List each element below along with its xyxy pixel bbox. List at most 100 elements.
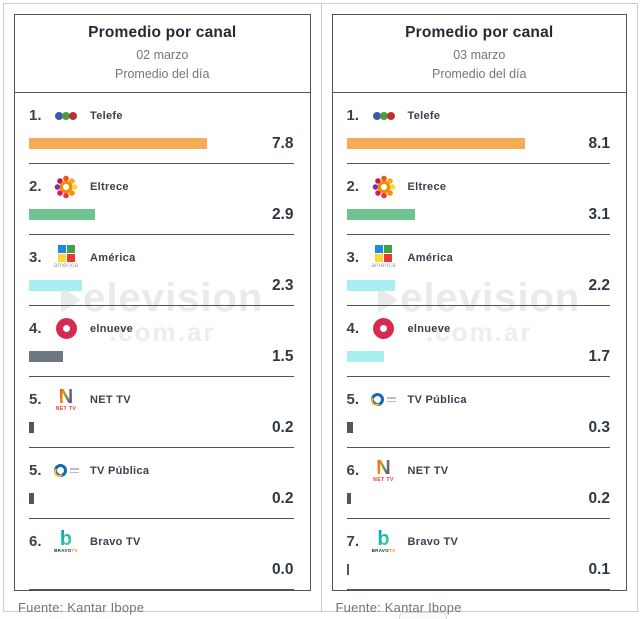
america-logo: américa <box>369 245 399 270</box>
eltrece-sun-icon <box>54 175 78 198</box>
channel-row: 1. Telefe 8.1 <box>346 93 610 164</box>
panel-subtitle: Promedio del día <box>431 66 527 81</box>
rating-value: 0.0 <box>271 560 294 578</box>
bar-line: 2.3 <box>29 277 294 294</box>
row-head: 2. Eltrece <box>29 174 294 200</box>
bar-line: 7.8 <box>29 135 294 152</box>
row-head: 5. TV Pública <box>347 387 611 413</box>
rank-label: 5. <box>29 391 42 408</box>
rating-bar <box>29 138 207 149</box>
rank-label: 2. <box>346 178 360 195</box>
row-head: 4. elnueve <box>29 316 294 342</box>
rating-bar <box>29 280 82 291</box>
nettv-logo: N NET TV <box>369 458 399 483</box>
bar-line: 0.0 <box>29 560 294 578</box>
rating-value: 0.2 <box>271 489 294 507</box>
rating-bar <box>346 209 415 220</box>
rating-value: 1.5 <box>271 347 294 365</box>
rating-bar <box>346 138 525 149</box>
bravotv-logo: b BRAVOTV <box>369 529 399 554</box>
bar-line: 0.2 <box>29 489 294 507</box>
ranking-rows: 1. Telefe 7.8 2. Eltrece 2.9 3. américa … <box>15 93 310 590</box>
channel-row: 5. N NET TV NET TV 0.2 <box>29 377 294 448</box>
america-squares-icon <box>57 245 75 263</box>
bar-line: 0.3 <box>346 419 610 436</box>
row-head: 7. b BRAVOTV Bravo TV <box>347 529 611 555</box>
channel-name: Telefe <box>407 109 441 122</box>
rating-value: 2.2 <box>588 276 610 294</box>
rating-bar <box>29 422 34 433</box>
elnueve-ring-icon <box>373 318 394 339</box>
rank-label: 4. <box>346 320 360 337</box>
row-head: 5. TV Pública <box>29 458 294 484</box>
row-head: 1. Telefe <box>29 103 294 129</box>
bravotv-wordmark: BRAVOTV <box>54 548 78 554</box>
panel-03-marzo: elevision .com.ar Promedio por canal 03 … <box>320 4 638 615</box>
panel-02-marzo: elevision .com.ar Promedio por canal 02 … <box>4 4 321 615</box>
rating-bar <box>346 422 354 433</box>
row-head: 6. b BRAVOTV Bravo TV <box>29 529 294 555</box>
bar-line: 0.2 <box>346 490 610 507</box>
box-header: Promedio por canal 03 marzo Promedio del… <box>332 15 626 93</box>
rank-label: 1. <box>29 107 42 124</box>
rating-bar <box>346 280 395 291</box>
elnueve-ring-icon <box>55 318 77 339</box>
bar-line: 3.1 <box>346 206 610 223</box>
panel-title: Promedio por canal <box>88 24 237 41</box>
rating-bar <box>29 493 34 504</box>
channel-name: elnueve <box>407 322 451 335</box>
eltrece-logo <box>369 175 399 199</box>
channel-name: América <box>407 251 454 264</box>
telefe-dots-icon <box>55 111 77 120</box>
elnueve-logo <box>369 318 399 339</box>
bar-line: 2.2 <box>346 276 610 294</box>
rating-value: 0.2 <box>271 418 294 436</box>
bar-line: 0.1 <box>346 560 610 578</box>
rank-label: 5. <box>346 391 360 408</box>
rating-value: 0.1 <box>588 560 610 578</box>
box-header: Promedio por canal 02 marzo Promedio del… <box>15 15 310 93</box>
rating-bar <box>29 209 96 220</box>
bravotv-b-icon: b <box>377 528 390 551</box>
row-head: 3. américa América <box>29 245 294 271</box>
channel-name: TV Pública <box>90 464 150 477</box>
eltrece-logo <box>51 175 81 199</box>
bar-line: 1.5 <box>29 347 294 365</box>
bar-line: 0.2 <box>29 418 294 436</box>
partial-button[interactable] <box>399 612 447 619</box>
rating-value: 2.9 <box>271 205 294 223</box>
channel-name: Telefe <box>90 109 123 122</box>
channel-row: 3. américa América 2.3 <box>29 235 294 306</box>
channel-row: 6. b BRAVOTV Bravo TV 0.0 <box>29 519 294 590</box>
rank-label: 6. <box>346 462 360 479</box>
america-wordmark: américa <box>53 262 79 270</box>
channel-name: NET TV <box>407 464 449 477</box>
america-logo: américa <box>51 245 81 270</box>
channel-row: 4. elnueve 1.7 <box>346 306 610 377</box>
rank-label: 3. <box>29 249 42 266</box>
channel-row: 3. américa América 2.2 <box>346 235 610 306</box>
nettv-wordmark: NET TV <box>55 406 77 412</box>
channel-row: 2. Eltrece 2.9 <box>29 164 294 235</box>
source-label: Fuente: Kantar Ibope <box>335 599 462 615</box>
channel-name: NET TV <box>90 393 131 406</box>
channel-row: 2. Eltrece 3.1 <box>346 164 610 235</box>
channel-name: Bravo TV <box>90 535 141 548</box>
rating-bar <box>346 564 349 575</box>
channel-row: 4. elnueve 1.5 <box>29 306 294 377</box>
panel-date: 02 marzo <box>136 48 189 62</box>
channel-row: 6. N NET TV NET TV 0.2 <box>346 448 610 519</box>
rank-label: 1. <box>346 107 360 124</box>
rank-label: 3. <box>346 249 360 266</box>
panel-subtitle: Promedio del día <box>114 66 210 81</box>
elnueve-logo <box>51 318 81 339</box>
bravotv-wordmark: BRAVOTV <box>371 548 396 554</box>
nettv-wordmark: NET TV <box>373 477 394 483</box>
panel-title: Promedio por canal <box>405 24 554 41</box>
rank-label: 4. <box>29 320 42 337</box>
bar-line: 1.7 <box>346 348 610 365</box>
rating-bar <box>346 493 351 504</box>
rating-bar <box>346 351 384 362</box>
row-head: 5. N NET TV NET TV <box>29 387 294 413</box>
